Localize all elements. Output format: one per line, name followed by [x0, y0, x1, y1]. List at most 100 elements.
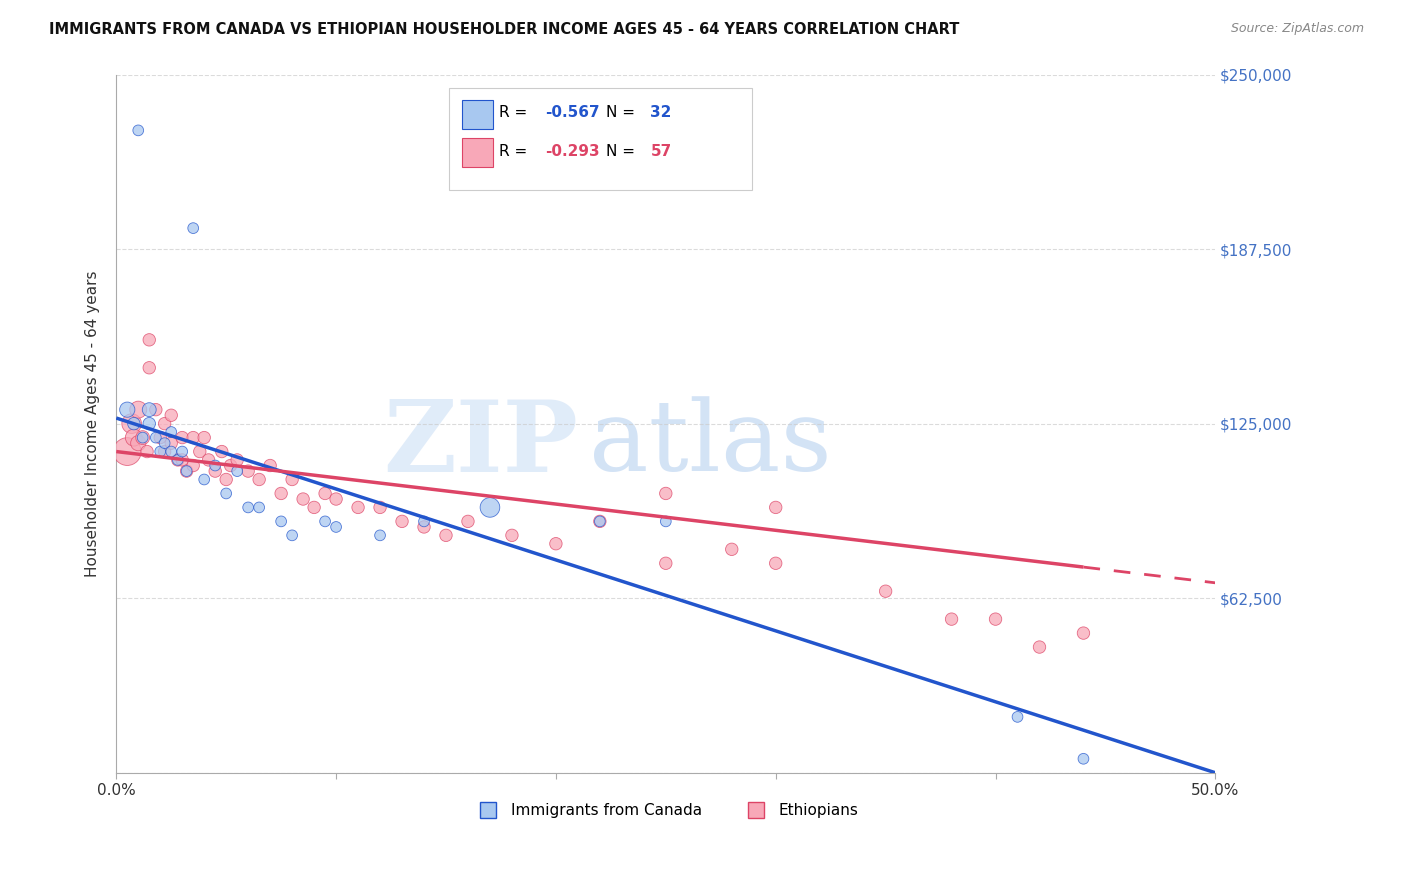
Point: [138, 360, 160, 375]
Point: [1028, 640, 1050, 654]
Point: [589, 515, 612, 529]
Text: Source: ZipAtlas.com: Source: ZipAtlas.com: [1230, 22, 1364, 36]
Point: [247, 500, 270, 515]
Point: [153, 436, 176, 450]
Point: [181, 221, 204, 235]
Text: 32: 32: [651, 105, 672, 120]
Point: [197, 453, 219, 467]
Text: IMMIGRANTS FROM CANADA VS ETHIOPIAN HOUSEHOLDER INCOME AGES 45 - 64 YEARS CORREL: IMMIGRANTS FROM CANADA VS ETHIOPIAN HOUS…: [49, 22, 959, 37]
Point: [215, 486, 238, 500]
Point: [368, 528, 391, 542]
Point: [589, 515, 612, 529]
Point: [215, 473, 238, 487]
Point: [153, 417, 176, 431]
Text: R =: R =: [499, 105, 531, 120]
Point: [145, 402, 167, 417]
Point: [1073, 626, 1095, 640]
Point: [117, 402, 139, 417]
Point: [655, 556, 678, 570]
Point: [270, 486, 292, 500]
Point: [176, 464, 198, 478]
Point: [127, 436, 149, 450]
Point: [238, 464, 260, 478]
Point: [655, 515, 678, 529]
Point: [166, 453, 188, 467]
Point: [193, 473, 215, 487]
FancyBboxPatch shape: [463, 100, 494, 129]
Point: [131, 431, 153, 445]
FancyBboxPatch shape: [463, 138, 494, 168]
Legend: Immigrants from Canada, Ethiopians: Immigrants from Canada, Ethiopians: [467, 797, 865, 824]
Text: N =: N =: [606, 144, 640, 159]
Point: [172, 444, 194, 458]
Point: [131, 431, 153, 445]
Point: [478, 500, 501, 515]
Point: [136, 444, 159, 458]
Point: [292, 491, 315, 506]
Point: [127, 402, 149, 417]
Point: [145, 431, 167, 445]
Point: [457, 515, 479, 529]
Text: 57: 57: [651, 144, 672, 159]
Point: [413, 520, 436, 534]
Point: [314, 486, 336, 500]
FancyBboxPatch shape: [450, 88, 752, 190]
Point: [138, 417, 160, 431]
Point: [238, 500, 260, 515]
Point: [149, 431, 172, 445]
Point: [166, 453, 188, 467]
Point: [160, 436, 183, 450]
Text: ZIP: ZIP: [382, 396, 578, 493]
Point: [1073, 752, 1095, 766]
Point: [281, 473, 304, 487]
Text: atlas: atlas: [589, 397, 831, 492]
Point: [347, 500, 370, 515]
Point: [211, 444, 233, 458]
Point: [765, 500, 787, 515]
Point: [941, 612, 963, 626]
Text: -0.293: -0.293: [546, 144, 599, 159]
Point: [122, 417, 145, 431]
Point: [117, 444, 139, 458]
Point: [413, 515, 436, 529]
Point: [204, 464, 226, 478]
Point: [219, 458, 242, 473]
Point: [121, 417, 143, 431]
Point: [193, 431, 215, 445]
Point: [160, 425, 183, 439]
Point: [259, 458, 281, 473]
Point: [172, 431, 194, 445]
Point: [181, 431, 204, 445]
Point: [765, 556, 787, 570]
Point: [1007, 710, 1029, 724]
Y-axis label: Householder Income Ages 45 - 64 years: Householder Income Ages 45 - 64 years: [86, 270, 100, 577]
Text: -0.567: -0.567: [546, 105, 599, 120]
Point: [314, 515, 336, 529]
Point: [160, 409, 183, 423]
Point: [153, 444, 176, 458]
Point: [181, 458, 204, 473]
Point: [204, 458, 226, 473]
Point: [875, 584, 897, 599]
Point: [720, 542, 742, 557]
Point: [984, 612, 1007, 626]
Point: [368, 500, 391, 515]
Point: [501, 528, 523, 542]
Point: [226, 464, 249, 478]
Point: [655, 486, 678, 500]
Point: [434, 528, 457, 542]
Text: N =: N =: [606, 105, 640, 120]
Point: [149, 444, 172, 458]
Point: [270, 515, 292, 529]
Point: [302, 500, 325, 515]
Point: [138, 402, 160, 417]
Point: [188, 444, 211, 458]
Point: [138, 333, 160, 347]
Point: [172, 453, 194, 467]
Point: [391, 515, 413, 529]
Point: [176, 464, 198, 478]
Point: [160, 444, 183, 458]
Point: [325, 491, 347, 506]
Point: [226, 453, 249, 467]
Point: [247, 473, 270, 487]
